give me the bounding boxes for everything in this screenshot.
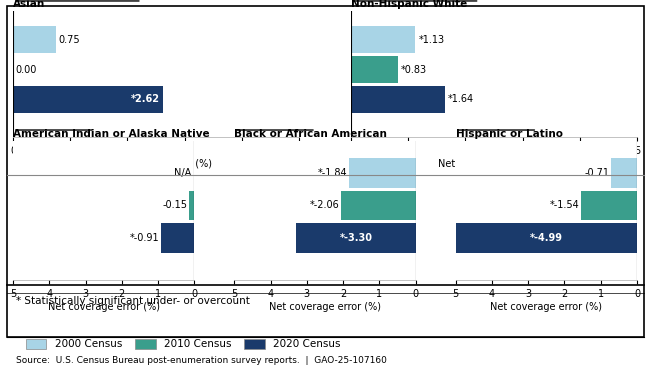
Text: Hispanic or Latino: Hispanic or Latino: [456, 129, 563, 139]
Bar: [349, 158, 416, 188]
Text: *-0.91: *-0.91: [130, 233, 159, 243]
Text: *1.64: *1.64: [447, 94, 474, 105]
Bar: [351, 26, 415, 53]
Bar: [161, 223, 194, 253]
Text: Non-Hispanic White: Non-Hispanic White: [351, 0, 467, 9]
Text: *-1.54: *-1.54: [549, 201, 579, 210]
Text: American Indian or Alaska Native: American Indian or Alaska Native: [13, 129, 209, 139]
Text: -0.71: -0.71: [584, 168, 610, 178]
X-axis label: Net coverage error (%): Net coverage error (%): [100, 159, 212, 169]
Bar: [13, 86, 163, 113]
Text: 0.00: 0.00: [16, 64, 37, 75]
Bar: [341, 191, 416, 220]
Legend: 2000 Census, 2010 Census, 2020 Census: 2000 Census, 2010 Census, 2020 Census: [21, 335, 344, 354]
X-axis label: Net coverage error (%): Net coverage error (%): [269, 301, 381, 311]
Text: -0.15: -0.15: [162, 201, 187, 210]
X-axis label: Net coverage error (%): Net coverage error (%): [438, 159, 550, 169]
Text: Asian: Asian: [13, 0, 46, 9]
Text: *-2.06: *-2.06: [309, 201, 339, 210]
Bar: [456, 223, 637, 253]
X-axis label: Net coverage error (%): Net coverage error (%): [490, 301, 603, 311]
Text: *0.83: *0.83: [401, 64, 427, 75]
Text: Black or African American: Black or African American: [234, 129, 387, 139]
X-axis label: Net coverage error (%): Net coverage error (%): [47, 301, 160, 311]
Bar: [351, 86, 445, 113]
Bar: [189, 191, 194, 220]
Text: * Statistically significant under- or overcount: * Statistically significant under- or ov…: [16, 296, 250, 306]
Text: *-3.30: *-3.30: [339, 233, 372, 243]
Text: *2.62: *2.62: [131, 94, 160, 105]
Text: *-4.99: *-4.99: [530, 233, 563, 243]
Bar: [13, 26, 56, 53]
Bar: [296, 223, 416, 253]
Text: 0.75: 0.75: [58, 35, 81, 45]
Text: Source:  U.S. Census Bureau post-enumeration survey reports.  |  GAO-25-107160: Source: U.S. Census Bureau post-enumerat…: [16, 356, 387, 365]
Text: *1.13: *1.13: [419, 35, 445, 45]
Bar: [351, 56, 398, 83]
Text: *-1.84: *-1.84: [317, 168, 347, 178]
Bar: [581, 191, 637, 220]
Bar: [611, 158, 637, 188]
Text: N/A: N/A: [174, 168, 190, 178]
